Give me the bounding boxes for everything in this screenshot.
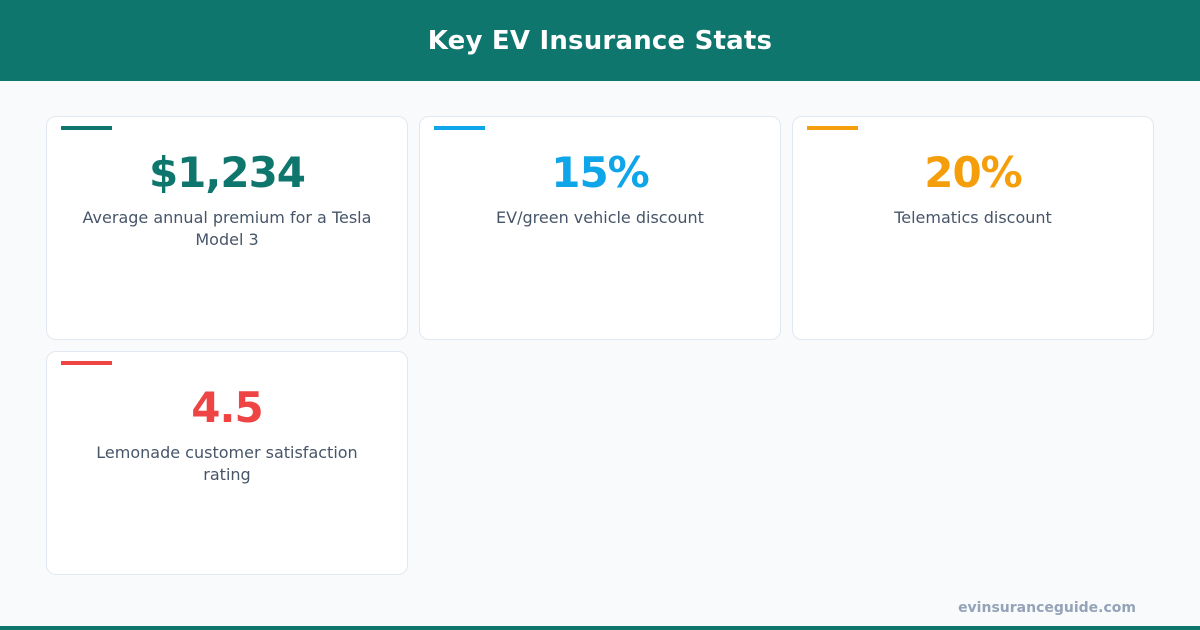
stat-value: 4.5 [191,383,263,432]
page-title: Key EV Insurance Stats [427,25,773,56]
accent-bar [434,126,485,130]
accent-bar [61,126,112,130]
stat-label: EV/green vehicle discount [496,208,704,227]
stat-card: 20% Telematics discount [792,116,1154,340]
stat-label: Telematics discount [894,208,1052,227]
accent-bar [61,361,112,365]
stat-value: 15% [551,148,650,197]
stat-card: $1,234 Average annual premium for a Tesla… [46,116,408,340]
site-url: evinsuranceguide.com [958,600,1136,616]
stat-label: Lemonade customer satisfaction rating [96,443,358,484]
stat-card: 15% EV/green vehicle discount [419,116,781,340]
stat-value: 20% [924,148,1023,197]
bottom-bar [0,626,1200,630]
accent-bar [807,126,858,130]
stats-grid: $1,234 Average annual premium for a Tesla… [46,116,1154,575]
stat-label: Average annual premium for a Tesla Model… [82,208,372,249]
header: Key EV Insurance Stats [0,0,1200,81]
stat-card: 4.5 Lemonade customer satisfaction rating [46,351,408,575]
stat-value: $1,234 [148,148,306,197]
